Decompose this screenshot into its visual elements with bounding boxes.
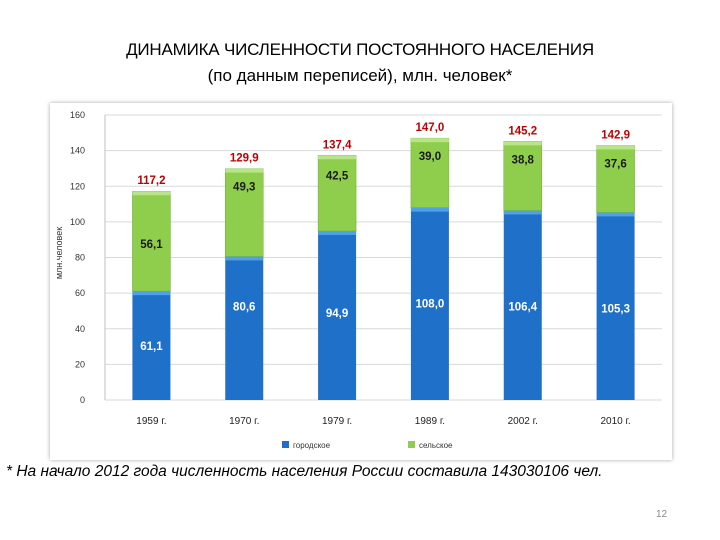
bar-rural-highlight (132, 191, 171, 196)
legend-label: сельское (419, 441, 453, 450)
slide-title: ДИНАМИКА ЧИСЛЕННОСТИ ПОСТОЯННОГО НАСЕЛЕН… (126, 40, 594, 59)
bar-urban (503, 210, 542, 400)
urban-label: 108,0 (416, 299, 445, 311)
bar-urban-highlight (318, 230, 357, 235)
rural-label: 56,1 (140, 239, 163, 251)
y-tick-label: 60 (75, 288, 85, 298)
bar-urban-highlight (410, 207, 449, 212)
total-label: 129,9 (230, 153, 259, 165)
footnote: * На начало 2012 года численность населе… (6, 463, 603, 480)
x-tick-label: 1970 г. (229, 416, 259, 427)
legend: городское сельское (282, 441, 453, 450)
y-tick-label: 0 (80, 395, 85, 405)
bar-rural (132, 190, 171, 292)
population-chart: млн.человек 0 20 40 60 80 100 120 140 160 1959 г… (54, 110, 662, 450)
bar-rural (503, 141, 542, 211)
y-tick-label: 160 (70, 110, 85, 120)
page-number: 12 (656, 509, 668, 520)
total-label: 117,2 (137, 175, 165, 187)
bar-urban-highlight (225, 256, 264, 261)
bar-urban (596, 212, 635, 400)
y-tick-label: 80 (75, 253, 85, 263)
rural-label: 37,6 (604, 158, 626, 170)
bar-urban-highlight (596, 212, 635, 217)
urban-label: 94,9 (326, 308, 348, 320)
urban-label: 61,1 (140, 341, 163, 353)
total-label: 145,2 (508, 125, 537, 137)
slide-subtitle: (по данным переписей), млн. человек* (207, 66, 513, 85)
bar-rural (410, 137, 450, 208)
y-tick-label: 100 (70, 217, 85, 227)
x-tick-label: 1979 г. (322, 416, 352, 427)
urban-label: 106,4 (508, 301, 537, 313)
legend-swatch (408, 441, 415, 448)
y-tick-label: 40 (75, 324, 85, 334)
bar-rural (596, 145, 635, 213)
bar-rural-highlight (503, 141, 542, 146)
bar-urban (225, 256, 264, 400)
total-label: 137,4 (323, 139, 352, 151)
total-label: 147,0 (416, 122, 445, 134)
x-tick-label: 1959 г. (136, 416, 166, 427)
bar-rural (225, 168, 264, 257)
urban-label: 80,6 (233, 301, 255, 313)
bar-urban (132, 291, 171, 400)
rural-label: 42,5 (326, 170, 349, 182)
y-axis-label: млн.человек (54, 227, 64, 279)
bar-urban (410, 207, 449, 400)
bar-rural-highlight (225, 168, 264, 173)
rural-label: 38,8 (512, 154, 535, 166)
bar-urban-highlight (503, 210, 542, 215)
legend-label: городское (293, 441, 331, 450)
total-label: 142,9 (601, 129, 630, 141)
bar-rural-highlight (596, 145, 635, 150)
urban-label: 105,3 (601, 303, 630, 315)
x-tick-label: 2010 г. (600, 416, 630, 427)
legend-swatch (282, 441, 289, 448)
bar-urban (318, 230, 357, 400)
bar-rural-highlight (410, 138, 449, 143)
x-tick-label: 2002 г. (508, 416, 538, 427)
rural-label: 49,3 (233, 182, 255, 194)
y-tick-label: 140 (70, 146, 85, 156)
rural-label: 39,0 (419, 151, 441, 163)
x-tick-label: 1989 г. (415, 416, 445, 427)
bar-rural-highlight (318, 155, 357, 160)
y-tick-label: 20 (75, 359, 85, 369)
y-tick-label: 120 (70, 181, 85, 191)
chart-frame: млн.человек 0 20 40 60 80 100 120 140 160 1959 г… (50, 103, 672, 460)
bar-urban-highlight (132, 291, 171, 296)
bar-rural (317, 155, 357, 232)
